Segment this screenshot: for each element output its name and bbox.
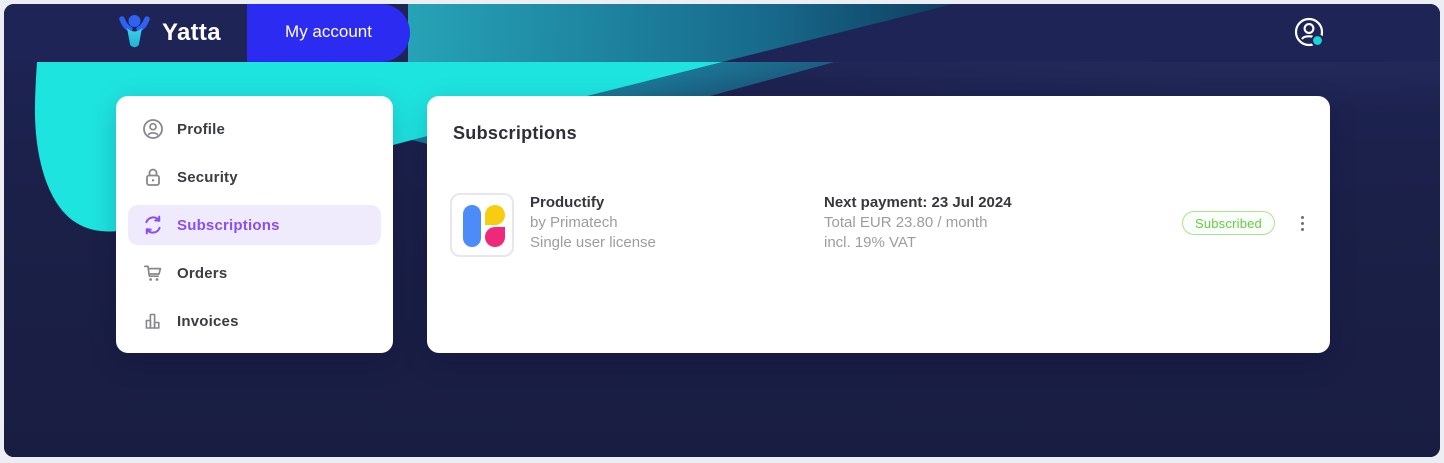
sidebar-item-profile[interactable]: Profile: [128, 109, 381, 149]
product-vendor: by Primatech: [530, 214, 618, 231]
row-actions: Subscribed: [1181, 211, 1308, 235]
sidebar-item-label: Subscriptions: [177, 216, 280, 234]
total-text: Total EUR 23.80 / month: [824, 214, 988, 231]
brand-name: Yatta: [162, 19, 221, 46]
kebab-dot: [1301, 215, 1304, 219]
more-options-button[interactable]: [1297, 212, 1308, 235]
user-avatar-button[interactable]: [1292, 15, 1328, 51]
status-badge: Subscribed: [1181, 211, 1275, 235]
account-sidebar: Profile Security Subscrip: [116, 96, 393, 353]
sync-icon: [142, 214, 164, 236]
subscriptions-panel: Subscriptions Productify by Primatech Si…: [427, 96, 1330, 353]
sidebar-item-invoices[interactable]: Invoices: [128, 301, 381, 341]
payment-info-column: Next payment: 23 Jul 2024 Total EUR 23.8…: [824, 193, 1154, 253]
sidebar-item-subscriptions[interactable]: Subscriptions: [128, 205, 381, 245]
page-title: Subscriptions: [453, 123, 577, 143]
brand-logo[interactable]: Yatta: [116, 4, 221, 62]
vat-text: incl. 19% VAT: [824, 234, 916, 251]
kebab-dot: [1301, 221, 1304, 225]
logo-blue-pill: [463, 205, 481, 247]
kebab-dot: [1301, 227, 1304, 231]
my-account-button[interactable]: My account: [247, 4, 410, 62]
product-license: Single user license: [530, 234, 656, 251]
product-info-column: Productify by Primatech Single user lice…: [530, 193, 820, 253]
user-avatar-icon: [1294, 17, 1324, 47]
sidebar-item-label: Orders: [177, 264, 228, 282]
yatta-logo-icon: [119, 15, 150, 48]
sidebar-item-label: Profile: [177, 120, 226, 138]
logo-pink-shape: [485, 227, 505, 247]
profile-icon: [142, 118, 164, 140]
my-account-label: My account: [285, 22, 372, 41]
next-payment-text: Next payment: 23 Jul 2024: [824, 194, 1012, 211]
productify-logo: [450, 193, 514, 257]
logo-yellow-shape: [485, 205, 505, 225]
sidebar-item-security[interactable]: Security: [128, 157, 381, 197]
sidebar-item-label: Invoices: [177, 312, 239, 330]
app-screen: Yatta My account Profile: [4, 4, 1440, 457]
bar-chart-icon: [142, 310, 164, 332]
top-navbar: Yatta My account: [4, 4, 1440, 62]
cart-icon: [142, 262, 164, 284]
lock-icon: [142, 166, 164, 188]
product-name: Productify: [530, 194, 605, 211]
sidebar-item-label: Security: [177, 168, 238, 186]
subscription-row: Productify by Primatech Single user lice…: [450, 193, 1308, 257]
sidebar-item-orders[interactable]: Orders: [128, 253, 381, 293]
